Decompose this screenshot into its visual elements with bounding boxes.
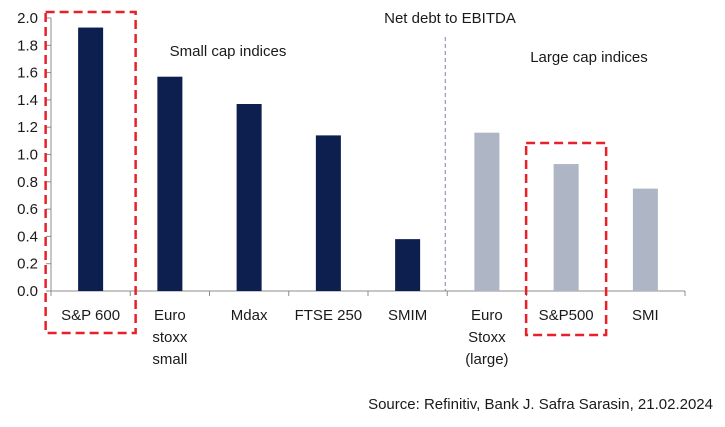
x-category-label: S&P 600 xyxy=(61,307,120,324)
x-category-label: stoxx xyxy=(152,329,188,346)
x-category-label: SMIM xyxy=(388,307,427,324)
bar-3 xyxy=(315,135,341,291)
x-category-label: (large) xyxy=(465,351,508,368)
group-label-small-cap: Small cap indices xyxy=(170,43,287,60)
bar-6 xyxy=(553,164,579,291)
y-tick-label: 1.8 xyxy=(17,37,38,54)
y-tick-label: 0.2 xyxy=(17,256,38,273)
highlight-box-0 xyxy=(44,10,137,335)
bar-7 xyxy=(632,188,658,291)
x-category-label: Mdax xyxy=(231,307,268,324)
x-category-label: SMI xyxy=(632,307,659,324)
group-label-large-cap: Large cap indices xyxy=(530,49,648,66)
y-tick-label: 1.2 xyxy=(17,119,38,136)
x-category-label: Stoxx xyxy=(468,329,506,346)
x-category-label: Euro xyxy=(471,307,503,324)
chart-title: Net debt to EBITDA xyxy=(384,10,516,27)
y-tick-label: 1.0 xyxy=(17,147,38,164)
y-tick-label: 0.8 xyxy=(17,174,38,191)
x-category-label: Euro xyxy=(154,307,186,324)
x-category-label: small xyxy=(152,351,187,368)
bar-1 xyxy=(157,76,183,291)
y-tick-label: 0.6 xyxy=(17,201,38,218)
y-tick-label: 1.4 xyxy=(17,92,38,109)
y-tick-label: 0.0 xyxy=(17,283,38,300)
bar-2 xyxy=(236,103,262,292)
bar-4 xyxy=(395,239,421,291)
bar-5 xyxy=(474,132,500,291)
y-tick-label: 1.6 xyxy=(17,65,38,82)
y-tick-label: 0.4 xyxy=(17,228,38,245)
highlight-box-1 xyxy=(524,141,608,337)
x-category-label: FTSE 250 xyxy=(295,307,363,324)
x-category-label: S&P500 xyxy=(539,307,594,324)
source-note: Source: Refinitiv, Bank J. Safra Sarasin… xyxy=(368,396,713,413)
y-tick-label: 2.0 xyxy=(17,10,38,27)
bar-0 xyxy=(78,27,104,292)
